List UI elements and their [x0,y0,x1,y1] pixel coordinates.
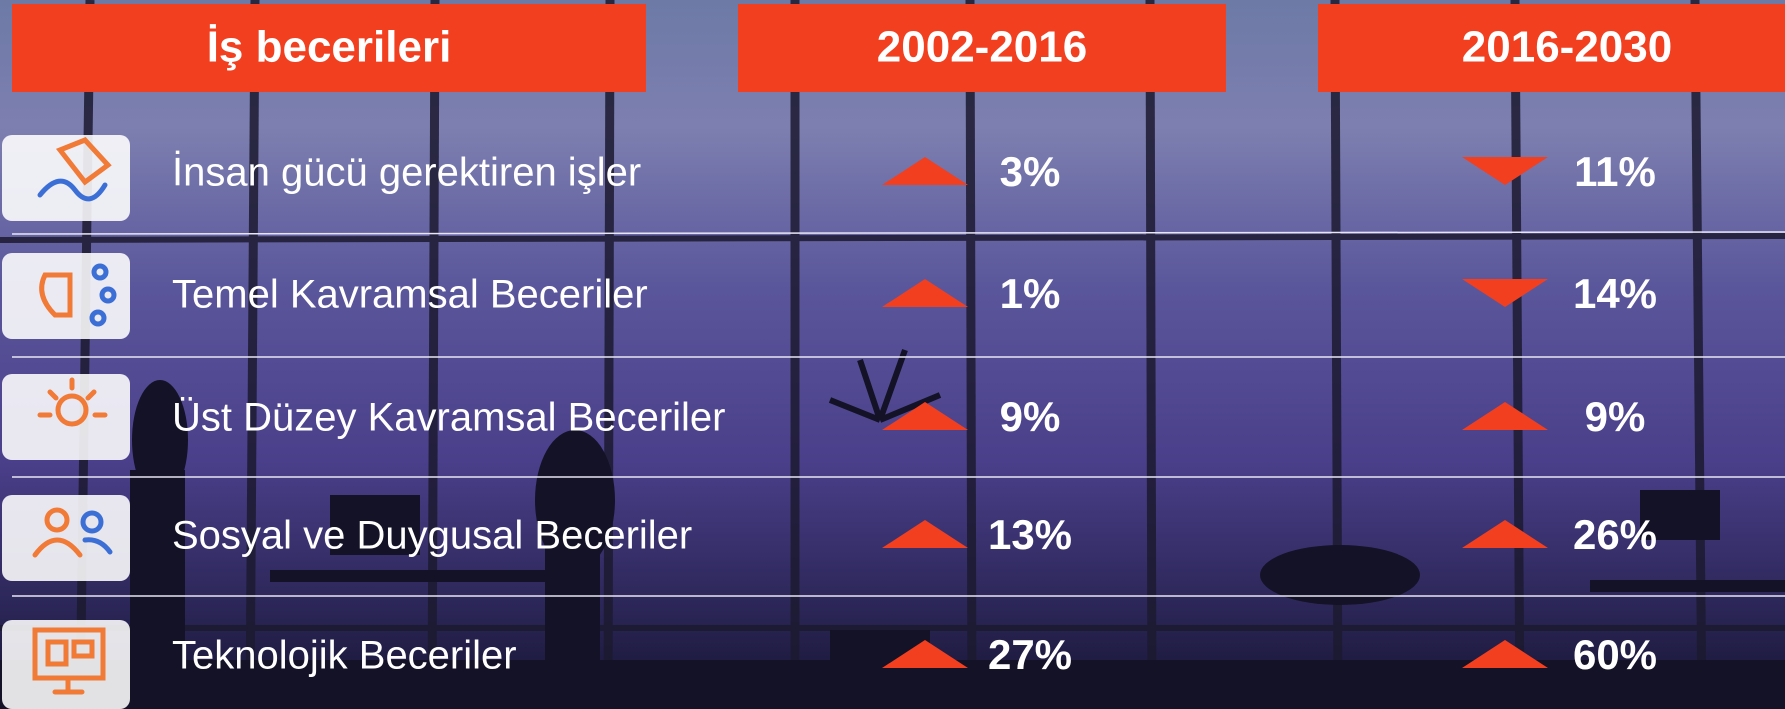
change-value: 14% [1573,270,1657,317]
change-value: 26% [1573,511,1657,558]
column-header: 2002-2016 [877,23,1087,72]
change-value: 11% [1574,148,1656,195]
change-value: 1% [1000,270,1061,317]
skill-label: Sosyal ve Duygusal Beceriler [172,514,692,558]
trend-arrow [882,157,968,185]
column-header: İş becerileri [207,23,452,72]
trend-arrow [1462,520,1548,548]
window-frame [0,0,1785,709]
trend-arrow [882,520,968,548]
skill-label: Üst Düzey Kavramsal Beceriler [172,396,726,440]
change-value: 13% [988,511,1072,558]
slide-graphics: İş becerileri 2002-2016 2016-2030 İnsan güc… [0,0,1785,709]
change-value: 27% [988,631,1072,678]
skill-label: Temel Kavramsal Beceriler [172,273,648,317]
change-value: 3% [1000,148,1061,195]
change-value: 9% [1585,393,1646,440]
change-value: 60% [1573,631,1657,678]
skill-label: Teknolojik Beceriler [172,634,517,678]
change-value: 9% [1000,393,1061,440]
trend-arrow [882,279,968,307]
skill-label: İnsan gücü gerektiren işler [172,150,641,195]
trend-arrow [1462,279,1548,307]
trend-arrow [1462,157,1548,185]
slide: İş becerileri 2002-2016 2016-2030 İnsan güc… [0,0,1785,709]
column-header: 2016-2030 [1462,23,1672,72]
trend-arrow [1462,640,1548,668]
trend-arrow [1462,402,1548,430]
